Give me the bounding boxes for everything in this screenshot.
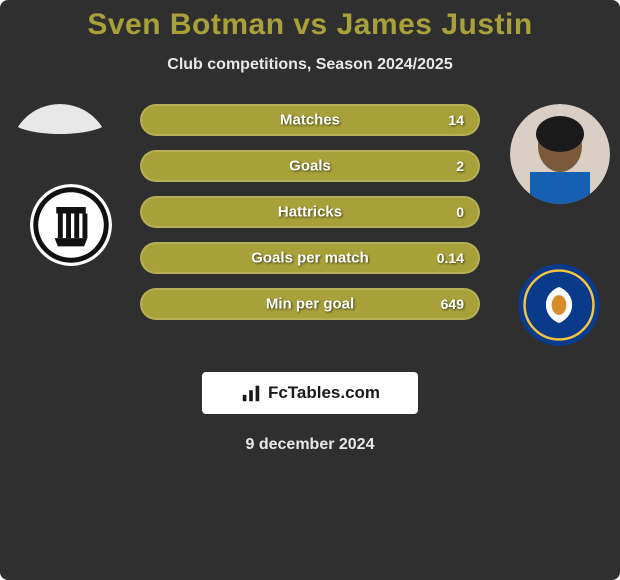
stat-bar: Min per goal 649 xyxy=(140,288,480,320)
stat-right-value: 0 xyxy=(456,204,464,220)
stat-label: Matches xyxy=(280,112,340,129)
stat-bar: Goals 2 xyxy=(140,150,480,182)
content-area: Matches 14 Goals 2 Hattricks 0 Goals per match… xyxy=(0,104,620,354)
stat-label: Hattricks xyxy=(278,204,342,221)
stat-right-value: 0.14 xyxy=(437,250,464,266)
stat-bar: Matches 14 xyxy=(140,104,480,136)
subtitle: Club competitions, Season 2024/2025 xyxy=(0,56,620,74)
date-text: 9 december 2024 xyxy=(0,436,620,454)
page-title: Sven Botman vs James Justin xyxy=(0,0,620,42)
left-club-crest xyxy=(30,184,112,266)
newcastle-crest-icon xyxy=(30,184,112,266)
brand-text: FcTables.com xyxy=(268,383,380,403)
right-club-crest xyxy=(518,264,600,346)
player-photo-icon xyxy=(510,104,610,204)
stat-label: Goals xyxy=(289,158,331,175)
stat-label: Min per goal xyxy=(266,296,354,313)
right-player-photo xyxy=(510,104,610,204)
stat-bar: Hattricks 0 xyxy=(140,196,480,228)
stat-bar: Goals per match 0.14 xyxy=(140,242,480,274)
brand-badge: FcTables.com xyxy=(202,372,418,414)
stat-label: Goals per match xyxy=(251,250,369,267)
leicester-crest-icon xyxy=(518,264,600,346)
stat-bars: Matches 14 Goals 2 Hattricks 0 Goals per match… xyxy=(140,104,480,334)
bar-chart-icon xyxy=(240,382,262,404)
player-placeholder-icon xyxy=(10,104,110,134)
stat-right-value: 649 xyxy=(441,296,464,312)
stat-right-value: 14 xyxy=(448,112,464,128)
stat-right-value: 2 xyxy=(456,158,464,174)
comparison-card: Sven Botman vs James Justin Club competi… xyxy=(0,0,620,580)
